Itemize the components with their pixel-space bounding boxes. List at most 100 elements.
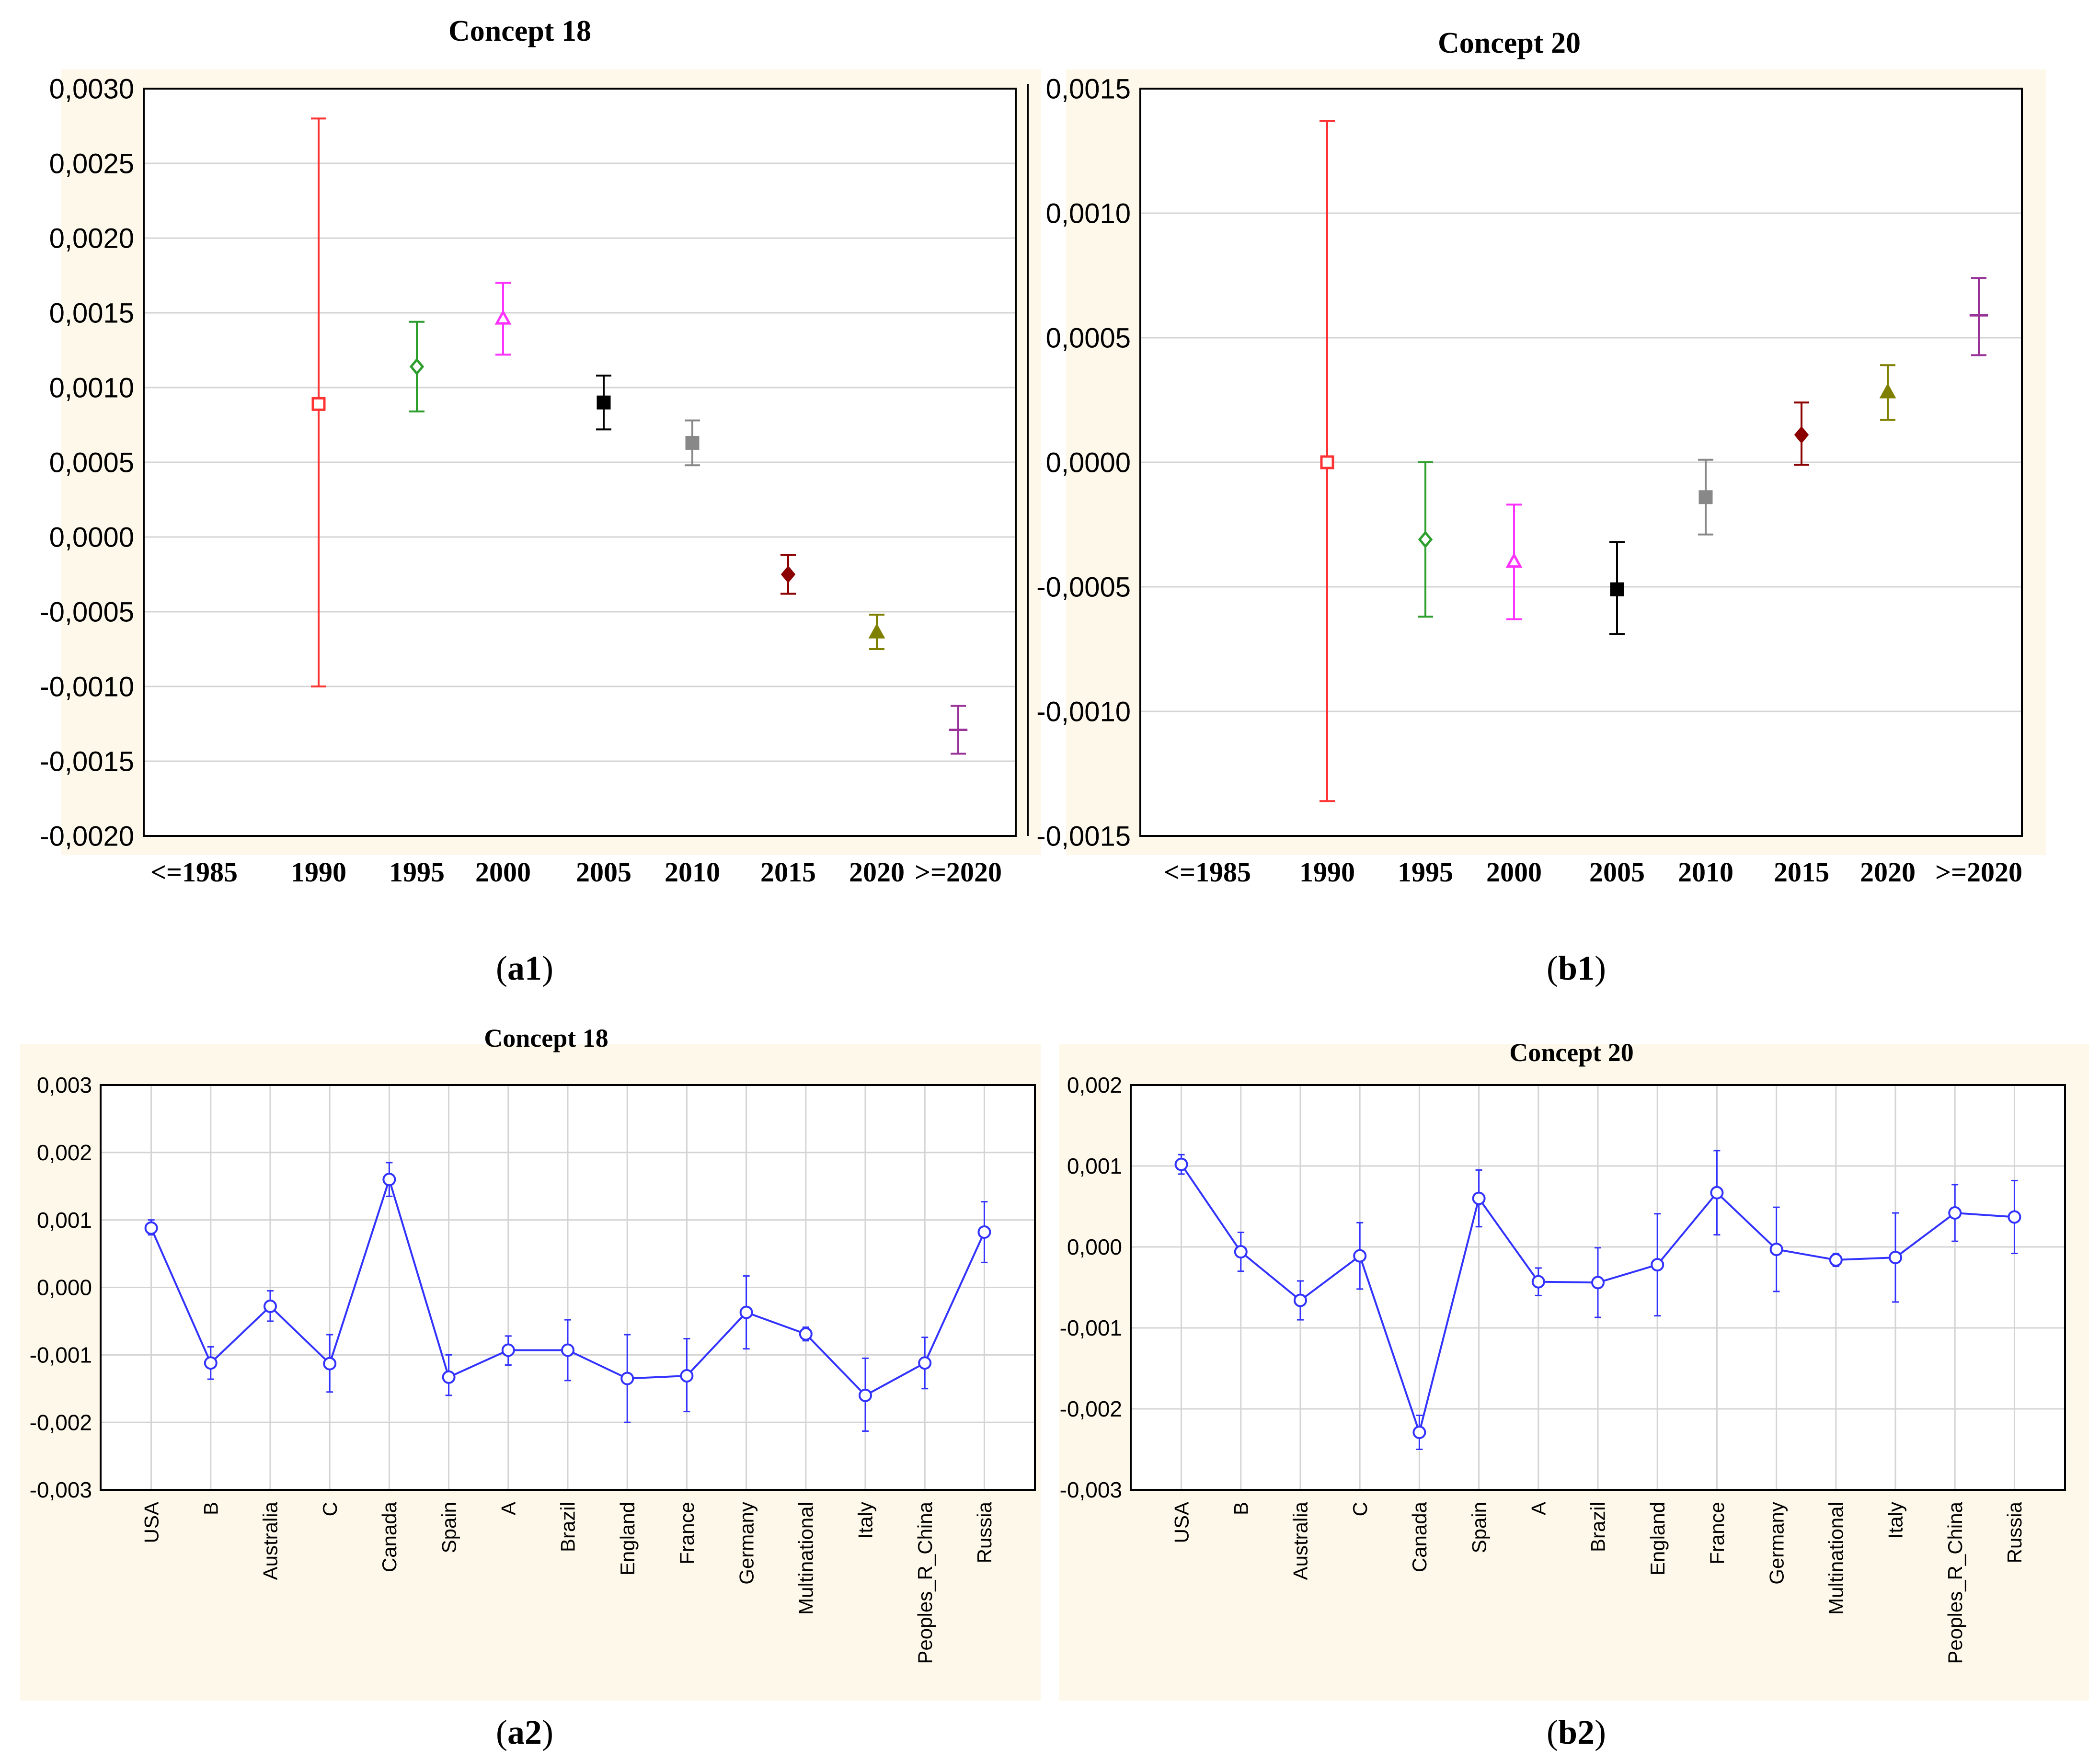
caption-paren: ): [542, 949, 553, 987]
y-tick-label: -0,0010: [40, 671, 134, 702]
x-tick-label: 2015: [1774, 857, 1829, 888]
y-tick-label: -0,001: [30, 1342, 92, 1367]
y-tick-label: 0,003: [37, 1073, 92, 1097]
data-point: [780, 565, 796, 583]
data-point: [1889, 1250, 1903, 1264]
data-point: [739, 1305, 753, 1319]
data-point: [1610, 582, 1624, 596]
data-point: [144, 1221, 158, 1235]
data-point: [1698, 490, 1713, 504]
data-point: [685, 435, 700, 450]
x-tick-label: 2005: [1589, 857, 1645, 888]
x-tick-label: 1995: [389, 857, 445, 888]
chart-b1: 0,0015 0,0010 0,0005 0,0000 -0,0005 -0,0010 -0…: [1036, 27, 2046, 987]
y-tick-label: 0,002: [37, 1140, 92, 1165]
caption-letter: a: [507, 949, 525, 987]
x-tick-label: 2010: [665, 857, 720, 888]
data-point: [442, 1370, 456, 1384]
x-tick-label: Canada: [1408, 1501, 1431, 1572]
x-tick-label: 2015: [760, 857, 816, 888]
x-tick-label: A: [497, 1502, 519, 1515]
y-tick-label: -0,001: [1060, 1315, 1122, 1340]
x-tick-label: Peoples_R_China: [1944, 1501, 1966, 1664]
x-tick-label: 2020: [1860, 857, 1916, 888]
data-point: [1353, 1249, 1367, 1263]
x-tick-label: Italy: [854, 1502, 877, 1539]
x-tick-label: >=2020: [1935, 857, 2022, 888]
panel-caption: (a1): [496, 949, 553, 987]
plot-frame: [1130, 1084, 2066, 1491]
y-tick-label: -0,002: [1060, 1396, 1122, 1421]
data-point: [1293, 1293, 1307, 1307]
caption-letter: b: [1558, 1713, 1577, 1751]
caption-paren: ): [542, 1713, 553, 1751]
x-tick-label: 2020: [849, 857, 905, 888]
x-tick-label: 2000: [1486, 857, 1542, 888]
data-point: [1320, 455, 1334, 469]
caption-paren: (: [496, 949, 507, 987]
caption-number: 2: [525, 1713, 542, 1751]
y-tick-label: -0,0015: [1036, 821, 1131, 852]
y-tick-label: 0,0015: [1046, 73, 1131, 104]
y-tick-label: -0,003: [1060, 1477, 1122, 1502]
data-point: [323, 1357, 337, 1371]
data-point: [494, 309, 512, 325]
data-point: [382, 1173, 396, 1187]
caption-paren: (: [1547, 1713, 1558, 1751]
data-point: [918, 1356, 932, 1370]
x-tick-label: England: [1646, 1502, 1669, 1576]
data-point: [799, 1327, 813, 1341]
caption-letter: a: [507, 1713, 525, 1751]
y-tick-label: -0,002: [30, 1410, 92, 1435]
data-point: [1879, 383, 1896, 399]
x-tick-label: <=1985: [150, 857, 238, 888]
y-tick-label: -0,0015: [40, 746, 134, 777]
x-tick-label: France: [1706, 1502, 1728, 1565]
y-tick-label: -0,0005: [40, 596, 134, 628]
x-tick-label: Germany: [1765, 1502, 1788, 1585]
y-tick-label: 0,0005: [49, 447, 134, 478]
caption-letter: b: [1558, 949, 1577, 987]
caption-number: 2: [1577, 1713, 1595, 1751]
y-tick-label: 0,001: [1067, 1154, 1122, 1178]
data-point: [1234, 1245, 1248, 1259]
panel-caption: (b2): [1547, 1713, 1606, 1751]
x-tick-label: 1990: [291, 857, 346, 888]
x-tick-label: 2005: [576, 857, 631, 888]
x-tick-label: Canada: [378, 1501, 401, 1572]
x-tick-label: <=1985: [1164, 857, 1251, 888]
data-point: [2008, 1210, 2021, 1224]
x-tick-label: B: [1229, 1502, 1252, 1515]
chart-title: Concept 20: [1438, 27, 1581, 59]
y-tick-label: -0,0010: [1036, 696, 1131, 727]
x-tick-label: Germany: [735, 1502, 757, 1585]
y-tick-label: 0,001: [37, 1208, 92, 1233]
x-tick-label: USA: [1170, 1502, 1193, 1543]
y-tick-label: 0,0010: [1046, 198, 1131, 229]
y-tick-label: 0,0000: [49, 522, 134, 553]
data-point: [597, 395, 611, 410]
chart-a2: 0,003 0,002 0,001 0,000 -0,001 -0,002 -0,003 US…: [20, 1024, 1041, 1751]
data-point: [263, 1299, 277, 1313]
data-point: [1505, 552, 1523, 568]
x-tick-label: 1995: [1398, 857, 1453, 888]
caption-paren: (: [496, 1713, 507, 1751]
plot-frame: [100, 1084, 1036, 1491]
data-point: [868, 623, 885, 639]
data-point: [1829, 1253, 1843, 1267]
panel-caption: (b1): [1547, 949, 1606, 987]
y-tick-label: -0,0005: [1036, 571, 1131, 603]
y-tick-label: -0,003: [30, 1477, 92, 1502]
x-tick-label: >=2020: [915, 857, 1002, 888]
data-point: [680, 1369, 694, 1383]
data-point: [1948, 1206, 1962, 1220]
x-tick-label: C: [1349, 1502, 1371, 1516]
caption-number: 1: [525, 949, 542, 987]
x-tick-label: England: [616, 1502, 639, 1576]
x-tick-label: Australia: [259, 1501, 282, 1580]
data-point: [977, 1225, 991, 1239]
data-point: [1651, 1258, 1664, 1272]
caption-paren: (: [1547, 949, 1558, 987]
x-tick-label: 2010: [1678, 857, 1733, 888]
